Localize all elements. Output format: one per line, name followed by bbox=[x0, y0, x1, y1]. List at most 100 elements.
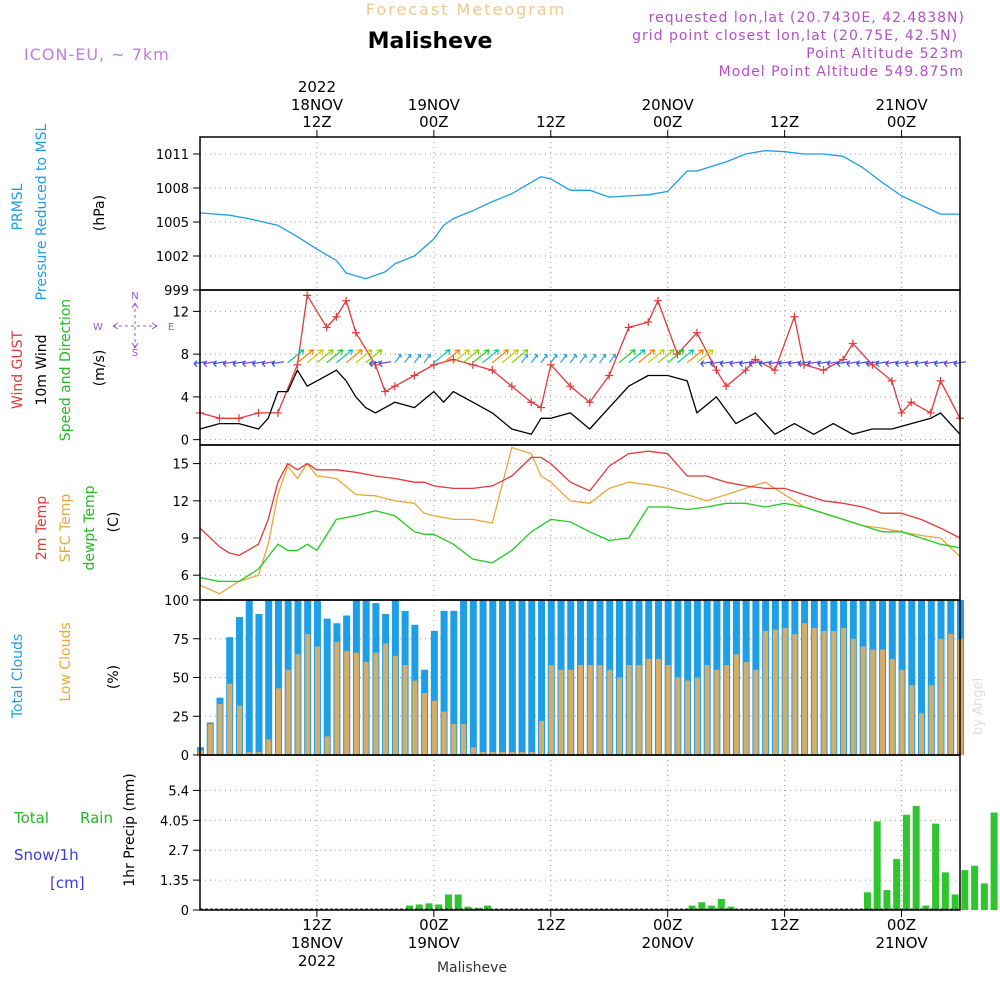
wind-arrow bbox=[709, 360, 723, 368]
low-cloud-bar bbox=[831, 631, 837, 755]
low-cloud-bar bbox=[753, 669, 759, 755]
wind-arrow bbox=[628, 349, 646, 364]
temp-label-sfc: SFC Temp bbox=[58, 494, 74, 563]
gust-marker bbox=[342, 296, 351, 305]
wind-ytick-label: 8 bbox=[181, 348, 189, 363]
total-cloud-bar bbox=[235, 617, 243, 755]
low-cloud-bar bbox=[597, 665, 603, 755]
gust-marker bbox=[644, 318, 653, 327]
precip-bar bbox=[980, 883, 988, 910]
low-cloud-bar bbox=[928, 685, 934, 755]
compass-w: W bbox=[93, 322, 103, 333]
t2m-line bbox=[199, 450, 961, 557]
cloud-label-low: Low Clouds bbox=[58, 622, 74, 701]
data-layer bbox=[193, 149, 998, 910]
total-cloud-bar bbox=[245, 600, 253, 755]
gust-marker bbox=[712, 366, 721, 375]
precip-bar bbox=[961, 870, 969, 910]
temp-ytick-label: 9 bbox=[181, 532, 189, 547]
pressure-label-prmsl: PRMSL bbox=[10, 183, 26, 230]
wind-speed-line bbox=[199, 369, 961, 435]
precip-bar bbox=[688, 905, 696, 910]
wind-arrow bbox=[316, 349, 334, 364]
low-cloud-bar bbox=[889, 658, 895, 755]
gust-marker bbox=[887, 376, 896, 385]
low-cloud-bar bbox=[821, 631, 827, 755]
gust-marker bbox=[897, 408, 906, 417]
wind-arrow bbox=[817, 360, 830, 368]
wind-arrow bbox=[618, 349, 636, 364]
total-cloud-bar bbox=[265, 600, 273, 755]
wind-arrow bbox=[667, 349, 685, 364]
wind-arrow bbox=[261, 360, 275, 368]
precip-bar bbox=[902, 814, 910, 910]
clouds-ytick-label: 75 bbox=[172, 633, 189, 648]
gust-marker bbox=[254, 408, 263, 417]
low-cloud-bar bbox=[461, 724, 467, 755]
total-cloud-bar bbox=[499, 600, 507, 755]
time-label-bottom: 12Z bbox=[536, 916, 565, 934]
wind-arrow bbox=[336, 349, 353, 364]
wind-arrow bbox=[306, 349, 324, 364]
precip-bar bbox=[971, 865, 979, 910]
pressure-ytick-label: 1008 bbox=[156, 182, 189, 197]
precip-bar bbox=[912, 805, 920, 910]
low-cloud-bar bbox=[841, 627, 847, 755]
wind-arrow bbox=[700, 360, 713, 368]
year-label-top: 2022 bbox=[298, 78, 336, 96]
precip-bar bbox=[454, 894, 462, 910]
wind-label-10m: 10m Wind bbox=[34, 334, 50, 405]
total-cloud-bar bbox=[450, 610, 458, 755]
low-cloud-bar bbox=[314, 646, 320, 755]
total-cloud-bar bbox=[538, 600, 546, 755]
wind-arrow bbox=[433, 349, 451, 364]
gust-marker bbox=[566, 382, 575, 391]
precip-bar bbox=[863, 892, 871, 910]
low-cloud-bar bbox=[811, 627, 817, 755]
wind-arrow bbox=[378, 360, 392, 368]
low-cloud-bar bbox=[870, 649, 876, 755]
precip-bar bbox=[483, 905, 491, 910]
wind-arrow bbox=[394, 354, 402, 364]
total-cloud-bar bbox=[440, 610, 448, 755]
wind-arrow bbox=[608, 354, 616, 364]
precip-bar bbox=[941, 872, 949, 910]
temp-ytick-label: 6 bbox=[181, 569, 189, 584]
precip-bar bbox=[922, 905, 930, 910]
wind-arrow bbox=[934, 360, 947, 368]
low-cloud-bar bbox=[431, 700, 437, 755]
low-cloud-bar bbox=[324, 736, 330, 755]
low-cloud-bar bbox=[899, 669, 905, 755]
total-cloud-bar bbox=[469, 600, 477, 755]
gust-line bbox=[199, 294, 961, 419]
gust-marker bbox=[848, 339, 857, 348]
header-requested: requested lon,lat (20.7430E, 42.4838N) bbox=[649, 10, 965, 26]
pressure-label-msl: Pressure Reduced to MSL bbox=[34, 123, 50, 300]
low-cloud-bar bbox=[509, 751, 515, 755]
precip-ytick-label: 1.35 bbox=[160, 874, 189, 889]
date-label-bottom: 20NOV bbox=[642, 934, 695, 952]
wind-labels: Wind GUST 10m Wind Speed and Direction (… bbox=[10, 291, 174, 441]
gust-marker bbox=[488, 366, 497, 375]
clouds-ytick-label: 0 bbox=[181, 749, 189, 764]
time-label-top: 12Z bbox=[302, 113, 331, 131]
gust-marker bbox=[722, 382, 731, 391]
low-cloud-bar bbox=[675, 677, 681, 755]
wind-arrow bbox=[677, 349, 695, 364]
wind-arrow bbox=[345, 349, 363, 364]
cloud-label-total: Total Clouds bbox=[10, 634, 26, 719]
low-cloud-bar bbox=[772, 629, 778, 755]
wind-arrow bbox=[943, 360, 957, 368]
precip-bar bbox=[893, 859, 901, 910]
low-cloud-bar bbox=[646, 658, 652, 755]
wind-arrow bbox=[696, 349, 714, 364]
low-cloud-bar bbox=[665, 665, 671, 755]
wind-arrow bbox=[914, 360, 928, 368]
wind-arrow bbox=[657, 349, 675, 364]
date-label-top: 18NOV bbox=[291, 96, 344, 114]
header-title: Malisheve bbox=[368, 29, 493, 54]
wind-arrow bbox=[807, 360, 820, 368]
time-label-bottom: 12Z bbox=[302, 916, 331, 934]
wind-arrow bbox=[540, 354, 548, 364]
